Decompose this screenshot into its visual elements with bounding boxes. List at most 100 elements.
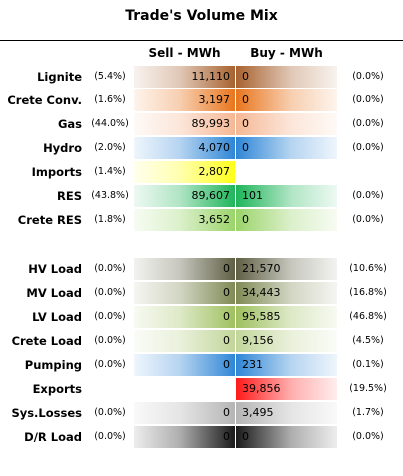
buy-percent: (1.7%) <box>352 407 384 418</box>
buy-value: 39,856 <box>242 382 281 395</box>
buy-percent: (0.0%) <box>352 431 384 442</box>
table-row: HV Load (0.0%) 0 21,570 (10.6%) <box>0 258 403 280</box>
sell-percent: (0.0%) <box>94 431 126 442</box>
sell-value-cell: 0 <box>134 402 235 424</box>
buy-value-cell: 0 <box>236 137 337 159</box>
buy-value-cell <box>236 161 337 183</box>
row-label: Crete RES <box>17 213 82 227</box>
table-row: Sys.Losses (0.0%) 0 3,495 (1.7%) <box>0 402 403 424</box>
buy-value-cell: 3,495 <box>236 402 337 424</box>
sell-value-cell: 4,070 <box>134 137 235 159</box>
buy-value <box>236 165 242 178</box>
sell-value: 2,807 <box>198 165 231 178</box>
table-row: LV Load (0.0%) 0 95,585 (46.8%) <box>0 306 403 328</box>
buy-value: 0 <box>242 93 249 106</box>
sell-value-cell: 0 <box>134 306 235 328</box>
sell-percent: (1.6%) <box>94 94 126 105</box>
buy-percent: (0.0%) <box>352 71 384 82</box>
sell-value: 11,110 <box>191 70 231 83</box>
buy-percent: (0.1%) <box>352 359 384 370</box>
row-label: RES <box>57 189 82 203</box>
sell-value-cell <box>134 378 235 400</box>
sell-percent: (1.8%) <box>94 214 126 225</box>
row-label: Sys.Losses <box>11 406 82 420</box>
buy-value-cell: 0 <box>236 426 337 448</box>
sell-value: 3,652 <box>198 213 231 226</box>
sell-value-cell: 3,652 <box>134 209 235 231</box>
buy-value: 0 <box>242 70 249 83</box>
row-label: LV Load <box>32 310 82 324</box>
row-label: Imports <box>31 165 82 179</box>
row-label: Crete Load <box>11 334 82 348</box>
row-label: D/R Load <box>24 430 82 444</box>
table-row: Exports 39,856 (19.5%) <box>0 378 403 400</box>
sell-percent: (0.0%) <box>94 407 126 418</box>
buy-value: 95,585 <box>242 310 281 323</box>
row-label: Pumping <box>24 358 82 372</box>
sell-value-cell: 0 <box>134 330 235 352</box>
buy-value: 0 <box>242 213 249 226</box>
sell-value-cell: 0 <box>134 282 235 304</box>
sell-value: 0 <box>223 286 230 299</box>
sell-percent: (0.0%) <box>94 359 126 370</box>
sell-value: 0 <box>223 406 230 419</box>
buy-value-cell: 39,856 <box>236 378 337 400</box>
buy-value: 34,443 <box>242 286 281 299</box>
buy-value: 0 <box>242 141 249 154</box>
sell-value: 0 <box>223 430 230 443</box>
row-label: Hydro <box>43 141 82 155</box>
buy-value-cell: 0 <box>236 66 337 88</box>
table-row: MV Load (0.0%) 0 34,443 (16.8%) <box>0 282 403 304</box>
buy-value-cell: 95,585 <box>236 306 337 328</box>
sell-percent: (0.0%) <box>94 311 126 322</box>
table-row: Hydro (2.0%) 4,070 0 (0.0%) <box>0 137 403 159</box>
table-row: D/R Load (0.0%) 0 0 (0.0%) <box>0 426 403 448</box>
page-title: Trade's Volume Mix <box>125 8 278 24</box>
table-row: RES (43.8%) 89,607 101 (0.0%) <box>0 185 403 207</box>
sell-percent <box>86 378 134 400</box>
buy-value: 0 <box>242 430 249 443</box>
buy-value: 0 <box>242 117 249 130</box>
sell-percent: (44.0%) <box>91 118 129 129</box>
buy-value-cell: 34,443 <box>236 282 337 304</box>
sell-value: 0 <box>223 262 230 275</box>
sell-percent: (1.4%) <box>94 166 126 177</box>
sell-percent: (0.0%) <box>94 287 126 298</box>
sell-value-cell: 0 <box>134 354 235 376</box>
buy-percent: (4.5%) <box>352 335 384 346</box>
sell-column-header: Sell - MWh <box>148 46 221 60</box>
row-label: Exports <box>32 382 82 396</box>
sell-value-cell: 89,607 <box>134 185 235 207</box>
sell-value-cell: 2,807 <box>134 161 235 183</box>
buy-percent: (19.5%) <box>349 383 387 394</box>
row-label: MV Load <box>26 286 82 300</box>
buy-value-cell: 231 <box>236 354 337 376</box>
table-row: Pumping (0.0%) 0 231 (0.1%) <box>0 354 403 376</box>
row-label: Gas <box>57 117 82 131</box>
row-label: HV Load <box>28 262 82 276</box>
sell-value: 89,607 <box>191 189 231 202</box>
buy-percent: (10.6%) <box>349 263 387 274</box>
sell-value-cell: 0 <box>134 426 235 448</box>
sell-value: 3,197 <box>198 93 231 106</box>
sell-value: 0 <box>223 358 230 371</box>
sell-percent: (43.8%) <box>91 190 129 201</box>
buy-percent: (0.0%) <box>352 190 384 201</box>
buy-value: 231 <box>242 358 263 371</box>
sell-value <box>230 382 235 395</box>
buy-value-cell: 9,156 <box>236 330 337 352</box>
sell-percent: (5.4%) <box>94 71 126 82</box>
buy-percent: (0.0%) <box>352 142 384 153</box>
buy-value: 3,495 <box>242 406 274 419</box>
sell-percent: (0.0%) <box>94 335 126 346</box>
buy-percent: (0.0%) <box>352 94 384 105</box>
buy-percent: (16.8%) <box>349 287 387 298</box>
sell-value: 0 <box>223 334 230 347</box>
table-row: Lignite (5.4%) 11,110 0 (0.0%) <box>0 66 403 88</box>
row-label: Crete Conv. <box>7 93 82 107</box>
sell-percent: (0.0%) <box>94 263 126 274</box>
table-row: Crete RES (1.8%) 3,652 0 (0.0%) <box>0 209 403 231</box>
sell-value: 0 <box>223 310 230 323</box>
buy-percent: (0.0%) <box>352 214 384 225</box>
table-row: Gas (44.0%) 89,993 0 (0.0%) <box>0 113 403 135</box>
